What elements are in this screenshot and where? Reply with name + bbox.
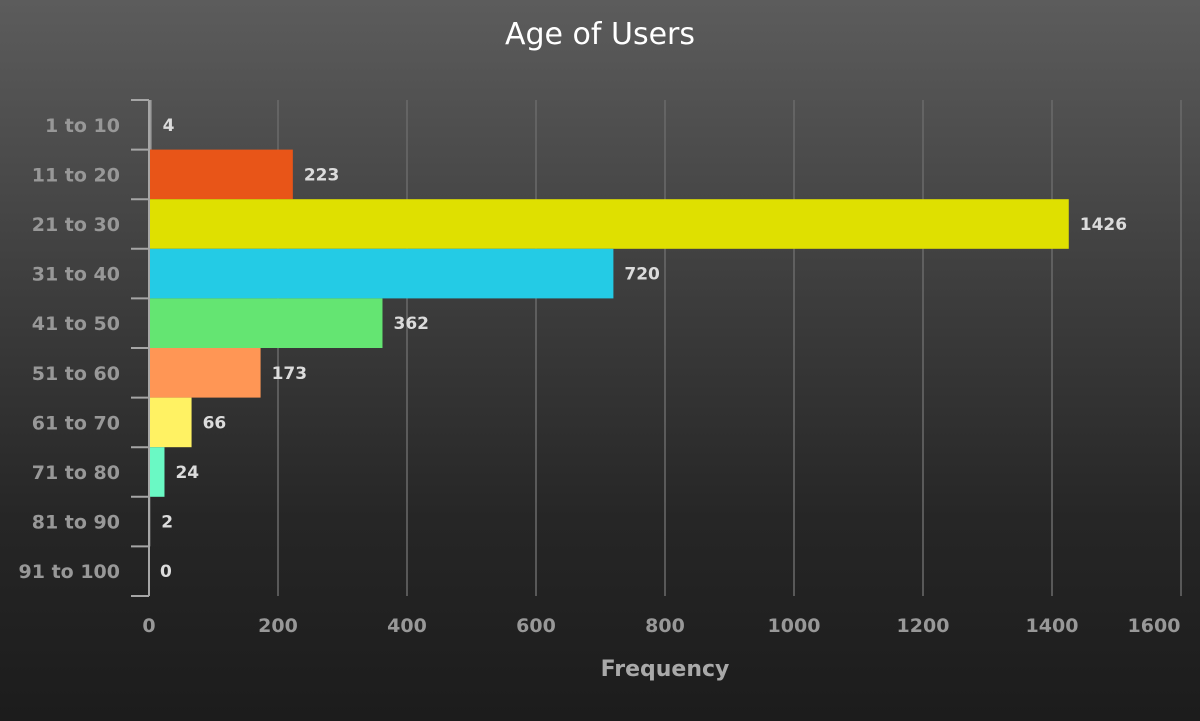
chart-title: Age of Users bbox=[505, 17, 695, 52]
value-axis-ticks: 0 200 400 600 800 1000 1200 1400 1600 bbox=[142, 615, 1180, 637]
data-label: 0 bbox=[160, 562, 172, 582]
bar-6 bbox=[149, 348, 261, 398]
data-label: 1426 bbox=[1080, 215, 1127, 235]
bars bbox=[149, 100, 1069, 547]
data-labels: 4 223 1426 720 362 173 66 24 2 0 bbox=[160, 116, 1127, 582]
data-label: 66 bbox=[203, 413, 227, 433]
data-label: 720 bbox=[624, 265, 660, 285]
x-tick-label: 200 bbox=[258, 615, 298, 637]
category-label: 61 to 70 bbox=[32, 412, 120, 434]
bar-4 bbox=[149, 248, 614, 299]
data-label: 173 bbox=[272, 364, 308, 384]
x-axis-title: Frequency bbox=[601, 657, 730, 682]
category-label: 11 to 20 bbox=[32, 164, 120, 186]
data-label: 2 bbox=[161, 513, 173, 533]
bar-8 bbox=[149, 447, 165, 497]
x-tick-label: 1000 bbox=[768, 615, 821, 637]
x-tick-label: 400 bbox=[387, 615, 427, 637]
category-label: 41 to 50 bbox=[32, 313, 120, 335]
bar-1 bbox=[149, 100, 152, 150]
x-tick-label: 0 bbox=[142, 615, 155, 637]
x-tick-label: 1200 bbox=[897, 615, 950, 637]
data-label: 362 bbox=[393, 314, 429, 334]
category-label: 21 to 30 bbox=[32, 214, 120, 236]
category-label: 51 to 60 bbox=[32, 363, 120, 385]
x-tick-label: 1600 bbox=[1128, 615, 1181, 637]
data-label: 24 bbox=[175, 463, 199, 483]
data-label: 4 bbox=[163, 116, 175, 136]
bar-5 bbox=[149, 298, 383, 348]
category-label: 81 to 90 bbox=[32, 512, 120, 534]
x-tick-label: 1400 bbox=[1026, 615, 1079, 637]
category-label: 91 to 100 bbox=[19, 561, 120, 583]
category-tick-labels: 1 to 10 11 to 20 21 to 30 31 to 40 41 to 50 5… bbox=[19, 115, 120, 583]
data-label: 223 bbox=[304, 165, 340, 185]
category-label: 1 to 10 bbox=[45, 115, 120, 137]
x-tick-label: 600 bbox=[516, 615, 556, 637]
category-label: 71 to 80 bbox=[32, 462, 120, 484]
gridlines bbox=[277, 100, 1182, 596]
bar-7 bbox=[149, 397, 192, 448]
x-tick-label: 800 bbox=[645, 615, 685, 637]
category-label: 31 to 40 bbox=[32, 264, 120, 286]
bar-2 bbox=[149, 149, 293, 200]
category-axis bbox=[131, 99, 150, 597]
bar-3 bbox=[149, 199, 1069, 249]
